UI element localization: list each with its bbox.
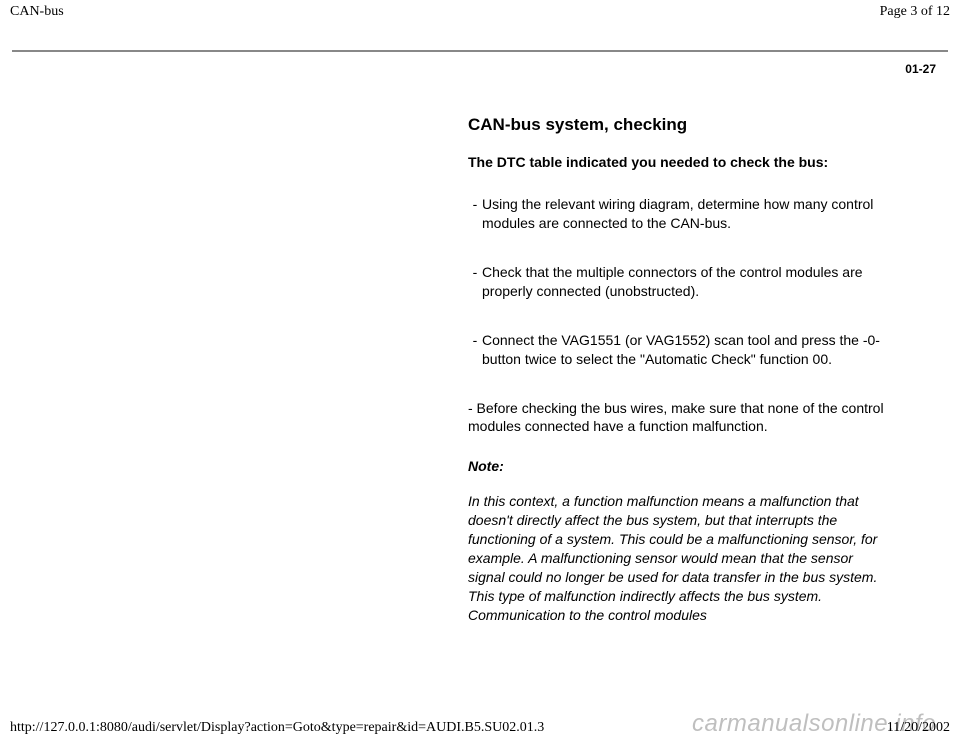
header-title: CAN-bus	[10, 4, 64, 20]
note-label: Note:	[468, 458, 888, 474]
section-title: CAN-bus system, checking	[468, 115, 888, 135]
list-item-plain: - Before checking the bus wires, make su…	[468, 399, 888, 437]
list-item-text: Check that the multiple connectors of th…	[482, 263, 888, 301]
list-item-text: Connect the VAG1551 (or VAG1552) scan to…	[482, 331, 888, 369]
footer-url: http://127.0.0.1:8080/audi/servlet/Displ…	[10, 720, 544, 736]
note-body: In this context, a function malfunction …	[468, 492, 888, 624]
page-number: 01-27	[0, 52, 960, 76]
list-item: - Connect the VAG1551 (or VAG1552) scan …	[468, 331, 888, 369]
footer-date: 11/20/2002	[887, 720, 950, 736]
list-item: - Check that the multiple connectors of …	[468, 263, 888, 301]
page-header: CAN-bus Page 3 of 12	[0, 0, 960, 20]
dash-icon: -	[468, 195, 482, 233]
header-page-label: Page 3 of 12	[880, 4, 950, 20]
list-item: - Using the relevant wiring diagram, det…	[468, 195, 888, 233]
dash-icon: -	[468, 331, 482, 369]
list-item-text: Using the relevant wiring diagram, deter…	[482, 195, 888, 233]
dash-icon: -	[468, 263, 482, 301]
content-column: CAN-bus system, checking The DTC table i…	[468, 115, 888, 625]
section-subtitle: The DTC table indicated you needed to ch…	[468, 153, 888, 171]
